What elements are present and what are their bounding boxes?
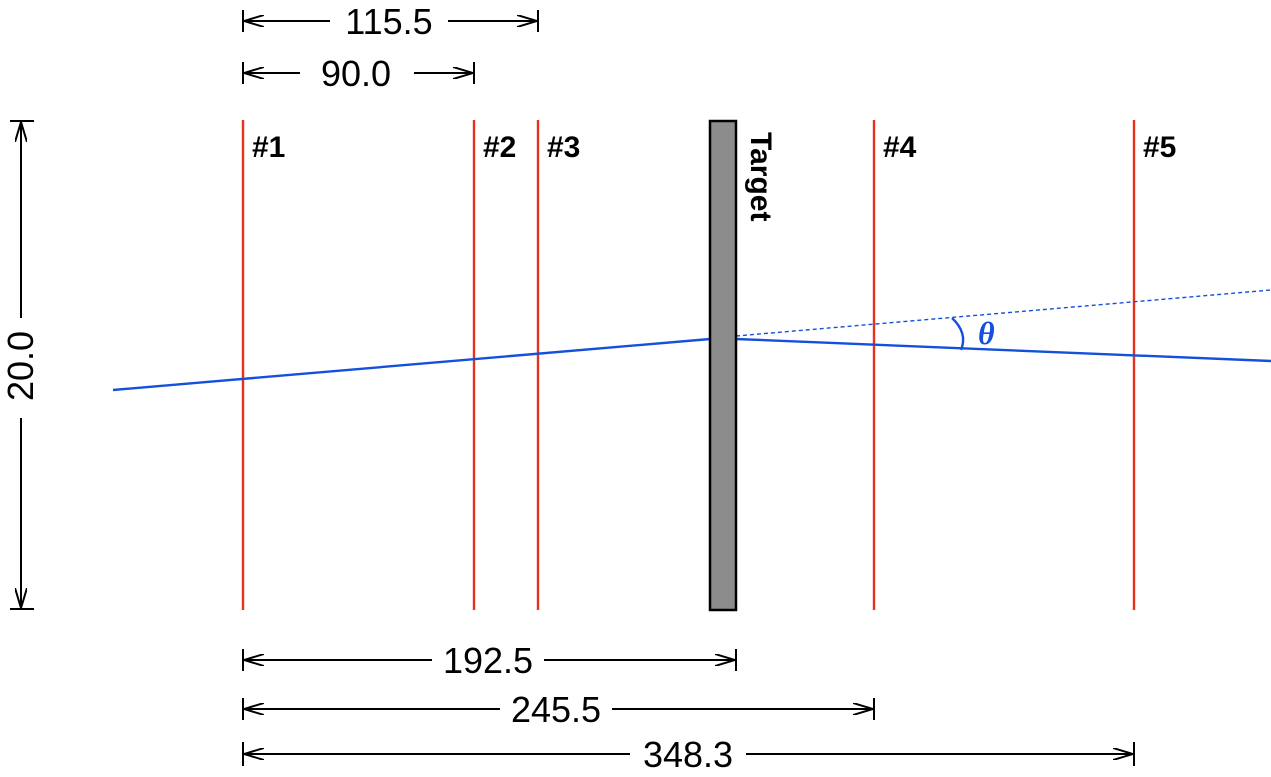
detector-label-3: #3 bbox=[547, 131, 580, 164]
detector-label-5: #5 bbox=[1143, 131, 1176, 164]
dimension-detector1-to-detector3: 115.5 bbox=[242, 1, 539, 42]
dimension-detector1-to-target: 192.5 bbox=[242, 640, 737, 681]
target-label: Target bbox=[744, 132, 777, 221]
dimension-label-115-5: 115.5 bbox=[345, 1, 432, 42]
dimension-label-192-5: 192.5 bbox=[443, 640, 533, 681]
incoming-beam bbox=[112, 337, 711, 392]
dimension-detector1-to-detector5: 348.3 bbox=[242, 734, 1135, 775]
scattering-angle-label: θ bbox=[978, 315, 995, 351]
dimension-detector-height: 20.0 bbox=[0, 120, 41, 610]
dimension-label-245-5: 245.5 bbox=[511, 689, 601, 730]
detector-label-4: #4 bbox=[883, 131, 917, 164]
dimension-label-348-3: 348.3 bbox=[643, 734, 733, 775]
dimension-detector1-to-detector4: 245.5 bbox=[242, 689, 875, 730]
dimension-detector1-to-detector2: 90.0 bbox=[242, 53, 475, 94]
target-block bbox=[708, 119, 738, 612]
detector-label-2: #2 bbox=[483, 131, 516, 164]
dimension-label-90-0: 90.0 bbox=[321, 53, 391, 94]
scattering-angle-arc bbox=[951, 317, 965, 351]
dimension-label-20-0: 20.0 bbox=[0, 331, 41, 401]
scattered-beam bbox=[735, 337, 1271, 363]
detector-label-1: #1 bbox=[252, 131, 285, 164]
undeflected-beam-extension bbox=[735, 289, 1271, 337]
